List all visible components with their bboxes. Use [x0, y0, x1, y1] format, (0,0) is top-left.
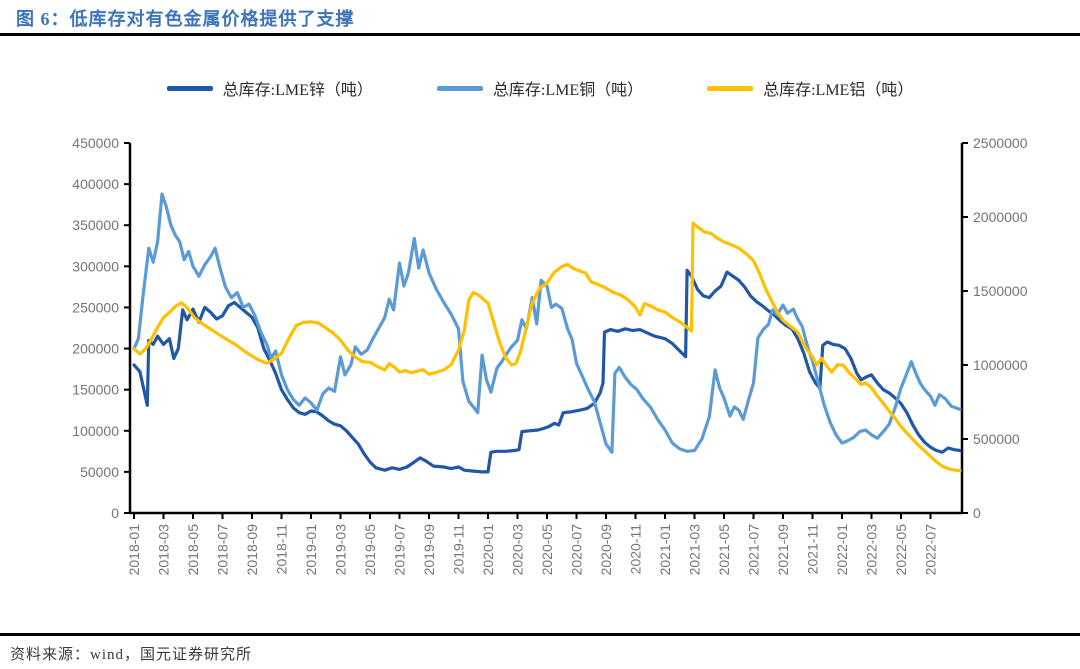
legend-item-aluminum: 总库存:LME铝（吨） — [707, 76, 913, 100]
legend-label: 总库存:LME锌（吨） — [222, 82, 373, 99]
chart-legend: 总库存:LME锌（吨） 总库存:LME铜（吨） 总库存:LME铝（吨） — [0, 76, 1080, 100]
x-axis-label: 2020-05 — [539, 524, 555, 576]
legend-label: 总库存:LME铝（吨） — [763, 82, 914, 99]
x-axis-label: 2019-01 — [303, 524, 319, 576]
x-axis-label: 2021-03 — [687, 524, 703, 576]
x-axis-label: 2018-11 — [274, 524, 290, 575]
left-axis-label: 400000 — [72, 176, 119, 192]
left-axis-label: 50000 — [80, 464, 119, 480]
x-axis-label: 2021-07 — [746, 524, 762, 576]
x-axis-label: 2020-07 — [569, 524, 585, 576]
left-axis-label: 200000 — [72, 341, 119, 357]
x-axis-label: 2022-03 — [864, 524, 880, 576]
legend-item-copper: 总库存:LME铜（吨） — [436, 76, 644, 100]
x-axis-label: 2019-11 — [451, 524, 467, 575]
page-title: 图 6：低库存对有色金属价格提供了支撑 — [16, 9, 355, 29]
legend-line-aluminum-icon — [707, 85, 754, 91]
x-axis-label: 2022-05 — [893, 524, 909, 576]
x-axis-label: 2019-07 — [392, 524, 408, 576]
legend-line-zinc-icon — [166, 85, 213, 91]
left-axis-label: 250000 — [72, 299, 119, 315]
footer-divider — [0, 633, 1080, 636]
left-axis-label: 350000 — [72, 217, 119, 233]
right-axis-label: 500000 — [973, 431, 1020, 447]
x-axis-label: 2019-05 — [362, 524, 378, 576]
x-axis-label: 2018-01 — [126, 524, 142, 576]
x-axis-label: 2021-11 — [805, 524, 821, 575]
right-axis-label: 1000000 — [973, 357, 1028, 373]
right-axis-label: 0 — [973, 505, 981, 521]
x-axis-label: 2021-09 — [775, 524, 791, 576]
x-axis-label: 2018-03 — [156, 524, 172, 576]
legend-label: 总库存:LME铜（吨） — [492, 82, 644, 99]
series-line-aluminum — [132, 221, 962, 473]
x-axis-label: 2022-07 — [923, 524, 939, 576]
x-axis-label: 2020-03 — [510, 524, 526, 576]
legend-line-copper-icon — [436, 85, 483, 91]
x-axis-label: 2022-01 — [834, 524, 850, 576]
x-axis-label: 2021-01 — [657, 524, 673, 576]
series-line-zinc — [132, 268, 962, 474]
source-note: 资料来源：wind，国元证券研究所 — [10, 647, 253, 663]
x-axis-label: 2019-09 — [421, 524, 437, 576]
legend-item-zinc: 总库存:LME锌（吨） — [166, 76, 373, 100]
x-axis-label: 2018-07 — [215, 524, 231, 576]
title-divider — [0, 33, 1080, 36]
left-axis-label: 0 — [111, 505, 119, 521]
x-axis-label: 2018-09 — [244, 524, 260, 576]
right-axis-label: 2500000 — [973, 135, 1028, 151]
x-axis-label: 2019-03 — [333, 524, 349, 576]
right-axis-label: 1500000 — [973, 283, 1028, 299]
right-axis-label: 2000000 — [973, 209, 1028, 225]
left-axis-label: 450000 — [72, 135, 119, 151]
series-line-copper — [132, 192, 962, 454]
x-axis-label: 2020-01 — [480, 524, 496, 576]
x-axis-label: 2018-05 — [185, 524, 201, 576]
left-axis-label: 150000 — [72, 382, 119, 398]
left-axis-label: 300000 — [72, 258, 119, 274]
x-axis-label: 2020-11 — [628, 524, 644, 575]
x-axis-label: 2021-05 — [716, 524, 732, 576]
left-axis-label: 100000 — [72, 423, 119, 439]
x-axis-label: 2020-09 — [598, 524, 614, 576]
